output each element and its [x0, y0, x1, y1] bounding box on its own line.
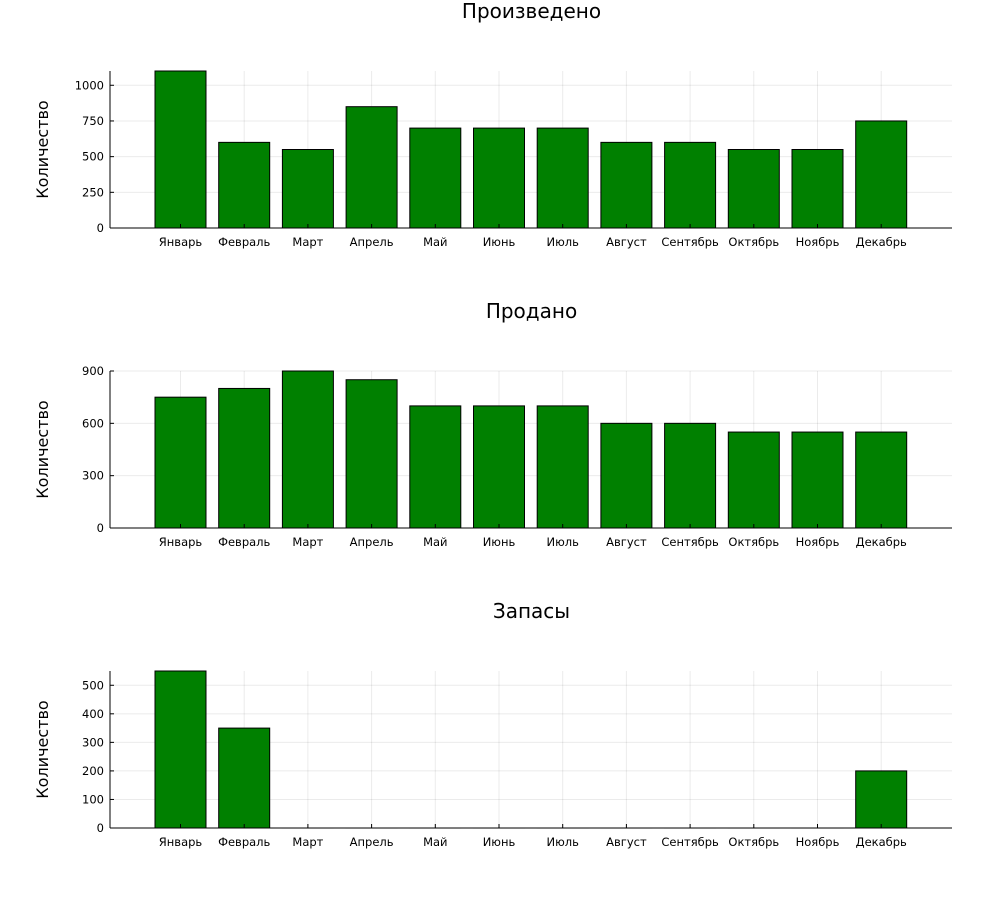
chart-panel-1: Произведено Количество 0 250 500 750 1000 Январ… [33, 0, 952, 249]
x-tick-label: Апрель [350, 235, 394, 249]
x-tick-label: Март [292, 235, 323, 249]
y-tick-label: 300 [82, 469, 104, 483]
y-tick-label: 0 [97, 821, 104, 835]
x-tick-label: Апрель [350, 535, 394, 549]
y-tick-label: 0 [97, 221, 104, 235]
bar-Июль [536, 405, 589, 529]
bar-Март [281, 370, 334, 529]
y-tick-label: 900 [82, 364, 104, 378]
x-tick-label: Июнь [483, 235, 516, 249]
bar-Январь [154, 70, 207, 229]
bar-Февраль [218, 727, 271, 829]
bar-Ноябрь [791, 149, 844, 229]
x-tick-label: Ноябрь [796, 535, 840, 549]
y-axis-label: Количество [33, 100, 52, 198]
bar-Июнь [473, 405, 525, 529]
x-tick-label: Сентябрь [661, 835, 719, 849]
x-tick-label: Май [423, 535, 447, 549]
y-tick-label: 250 [82, 185, 104, 199]
x-tick-label: Сентябрь [661, 235, 719, 249]
y-tick-label: 750 [82, 114, 104, 128]
chart-panel-3: Запасы Количество 0 100 200 300 400 500 Январь Фе… [33, 599, 952, 849]
chart-panel-2: Продано Количество 0 300 600 900 Январь Февраль… [33, 299, 952, 549]
y-tick-label: 300 [82, 735, 104, 749]
x-tick-label: Апрель [350, 835, 394, 849]
y-tick-label: 600 [82, 416, 104, 430]
x-tick-label: Март [292, 835, 323, 849]
bar-Декабрь [855, 431, 908, 529]
x-tick-label: Май [423, 835, 447, 849]
bar-Декабрь [855, 120, 908, 229]
x-tick-label: Февраль [218, 835, 270, 849]
x-tick-label: Август [606, 535, 647, 549]
x-tick-label: Ноябрь [796, 835, 840, 849]
x-tick-label: Ноябрь [796, 235, 840, 249]
bar-Май [409, 405, 462, 529]
bar-Май [409, 127, 462, 229]
y-tick-label: 200 [82, 764, 104, 778]
bar-Сентябрь [664, 422, 717, 529]
bar-Январь [154, 396, 207, 529]
bar-Август [600, 141, 653, 229]
x-tick-label: Март [292, 535, 323, 549]
x-tick-label: Декабрь [856, 835, 907, 849]
x-tick-label: Январь [159, 535, 203, 549]
bar-Апрель [345, 379, 398, 529]
y-tick-label: 100 [82, 792, 104, 806]
chart-title: Продано [486, 299, 577, 323]
x-tick-label: Декабрь [856, 535, 907, 549]
x-tick-label: Июль [546, 535, 579, 549]
x-tick-label: Июнь [483, 535, 516, 549]
y-tick-label: 400 [82, 707, 104, 721]
bar-Ноябрь [791, 431, 844, 529]
y-tick-label: 1000 [75, 78, 104, 92]
y-axis-label: Количество [33, 400, 52, 498]
x-tick-label: Август [606, 835, 647, 849]
y-tick-label: 500 [82, 678, 104, 692]
y-tick-label: 0 [97, 521, 104, 535]
x-tick-label: Декабрь [856, 235, 907, 249]
bar-Март [281, 149, 334, 229]
y-tick-label: 500 [82, 150, 104, 164]
x-tick-label: Июль [546, 235, 579, 249]
bar-Сентябрь [664, 141, 717, 229]
bar-Февраль [218, 141, 271, 229]
chart-title: Запасы [493, 599, 570, 623]
x-tick-label: Май [423, 235, 447, 249]
x-tick-label: Октябрь [728, 235, 779, 249]
bar-Июль [536, 127, 589, 229]
bar-Январь [154, 670, 207, 829]
bar-Октябрь [727, 149, 780, 229]
bar-Декабрь [855, 770, 908, 829]
x-tick-label: Февраль [218, 535, 270, 549]
x-tick-label: Август [606, 235, 647, 249]
y-axis-label: Количество [33, 700, 52, 798]
bar-Июнь [473, 127, 525, 229]
bar-Апрель [345, 106, 398, 229]
x-tick-label: Январь [159, 835, 203, 849]
bar-Февраль [218, 387, 271, 529]
x-tick-label: Январь [159, 235, 203, 249]
x-tick-label: Сентябрь [661, 535, 719, 549]
bar-Август [600, 422, 653, 529]
x-tick-label: Февраль [218, 235, 270, 249]
x-tick-label: Октябрь [728, 535, 779, 549]
x-tick-label: Июль [546, 835, 579, 849]
bar-Октябрь [727, 431, 780, 529]
x-tick-label: Июнь [483, 835, 516, 849]
chart-title: Произведено [462, 0, 601, 23]
x-tick-label: Октябрь [728, 835, 779, 849]
